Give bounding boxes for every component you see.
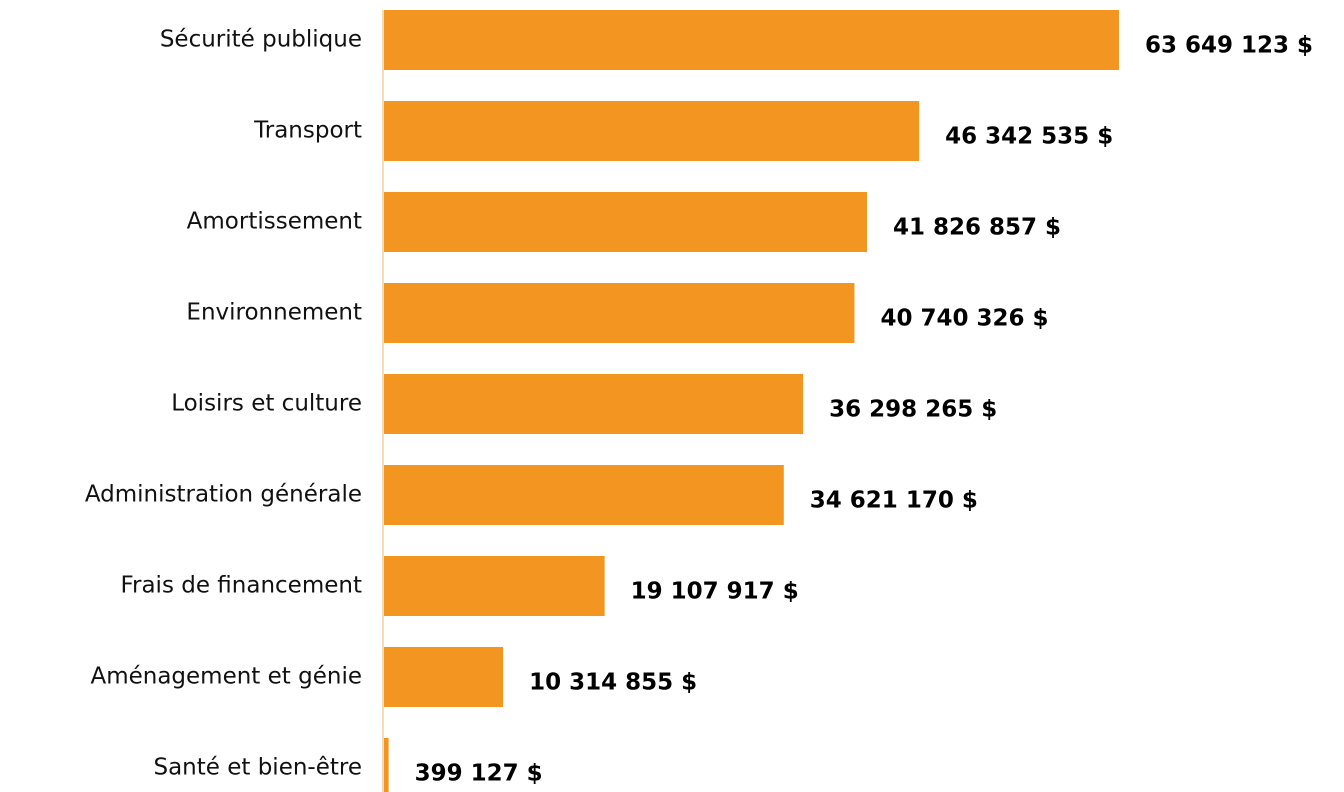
bar <box>384 374 804 434</box>
category-label: Frais de financement <box>120 573 362 599</box>
bar <box>384 192 868 252</box>
bar <box>384 101 920 161</box>
category-label: Aménagement et génie <box>90 664 362 690</box>
value-label: 19 107 917 $ <box>631 579 799 605</box>
category-label: Loisirs et culture <box>171 391 362 417</box>
value-label: 399 127 $ <box>415 761 543 787</box>
bar <box>384 647 504 707</box>
bar <box>384 465 784 525</box>
category-label: Santé et bien-être <box>153 755 362 781</box>
bar <box>384 10 1119 70</box>
bar <box>384 738 389 792</box>
category-label: Amortissement <box>187 209 362 235</box>
category-label: Transport <box>253 118 362 144</box>
category-label: Administration générale <box>85 482 362 508</box>
value-label: 63 649 123 $ <box>1145 33 1313 59</box>
value-label: 10 314 855 $ <box>529 670 697 696</box>
value-label: 41 826 857 $ <box>893 215 1061 241</box>
bar <box>384 556 605 616</box>
bar <box>384 283 855 343</box>
value-label: 46 342 535 $ <box>945 124 1113 150</box>
value-label: 36 298 265 $ <box>829 397 997 423</box>
value-label: 34 621 170 $ <box>810 488 978 514</box>
category-label: Environnement <box>186 300 362 326</box>
value-label: 40 740 326 $ <box>880 306 1048 332</box>
category-label: Sécurité publique <box>160 27 362 53</box>
